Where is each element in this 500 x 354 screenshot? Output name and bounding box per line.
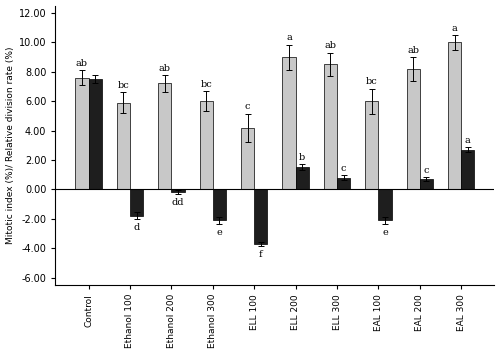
Bar <box>241 127 254 189</box>
Text: c: c <box>341 164 346 173</box>
Text: d: d <box>134 223 140 232</box>
Bar <box>378 189 392 220</box>
Text: c: c <box>245 102 250 112</box>
Bar <box>337 178 350 189</box>
Text: bc: bc <box>118 81 129 90</box>
Bar <box>130 189 143 216</box>
Bar <box>200 101 213 189</box>
Bar <box>213 189 226 220</box>
Text: a: a <box>465 136 470 145</box>
Bar <box>116 103 130 189</box>
Text: b: b <box>299 153 306 162</box>
Text: e: e <box>382 228 388 236</box>
Bar <box>172 189 184 192</box>
Bar <box>406 69 420 189</box>
Text: f: f <box>259 250 262 259</box>
Text: c: c <box>424 166 429 175</box>
Text: ab: ab <box>76 59 88 68</box>
Text: ab: ab <box>324 41 336 50</box>
Bar <box>158 84 172 189</box>
Bar <box>448 42 461 189</box>
Text: dd: dd <box>172 198 184 207</box>
Bar <box>88 79 102 189</box>
Bar <box>324 64 337 189</box>
Bar <box>296 167 309 189</box>
Bar <box>76 78 88 189</box>
Text: e: e <box>216 228 222 236</box>
Bar <box>461 150 474 189</box>
Text: ab: ab <box>159 64 171 73</box>
Bar <box>282 57 296 189</box>
Text: a: a <box>452 24 458 33</box>
Text: a: a <box>286 33 292 42</box>
Y-axis label: Mitotic index (%)/ Relative division rate (%): Mitotic index (%)/ Relative division rat… <box>6 46 15 244</box>
Bar <box>365 101 378 189</box>
Bar <box>420 179 433 189</box>
Text: ab: ab <box>407 46 419 55</box>
Text: bc: bc <box>366 78 378 86</box>
Bar <box>254 189 268 244</box>
Text: bc: bc <box>200 80 212 88</box>
